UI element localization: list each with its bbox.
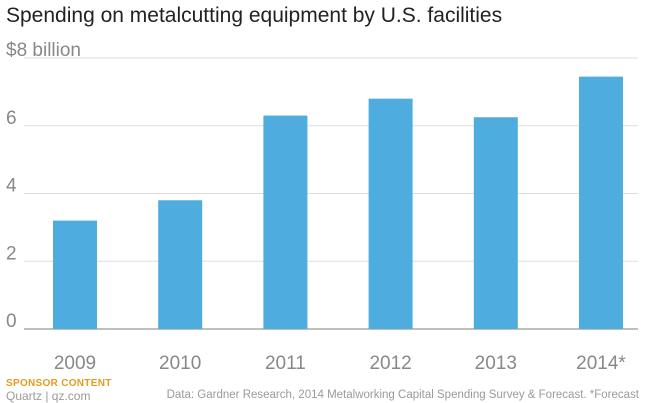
chart-title: Spending on metalcutting equipment by U.… xyxy=(6,4,503,27)
y-tick-label: 2 xyxy=(6,243,17,264)
source-note: Data: Gardner Research, 2014 Metalworkin… xyxy=(166,389,639,401)
sponsor-label: SPONSOR CONTENT xyxy=(6,378,112,389)
y-tick-label: 0 xyxy=(6,311,17,332)
x-tick-label: 2013 xyxy=(475,353,517,374)
bar-2010 xyxy=(158,200,203,329)
y-tick-label-top: $8 billion xyxy=(6,40,81,61)
x-tick-label: 2014* xyxy=(576,353,626,374)
bar-2011 xyxy=(263,115,308,330)
x-tick-label: 2011 xyxy=(265,353,306,374)
bar-2012 xyxy=(368,98,413,330)
y-tick-label: 6 xyxy=(6,108,17,129)
y-tick-label: 4 xyxy=(6,176,17,197)
bar-2013 xyxy=(473,117,518,329)
brand-label: Quartz | qz.com xyxy=(6,389,91,403)
x-tick-label: 2009 xyxy=(54,353,96,374)
bar-2014 xyxy=(579,76,623,329)
y-tick-labels: 0 2 4 6 $8 billion xyxy=(6,40,81,332)
x-tick-labels: 2009 2010 2011 2012 2013 2014* xyxy=(54,353,627,374)
bar-2009 xyxy=(53,220,97,329)
grid-lines xyxy=(24,57,638,330)
x-tick-label: 2010 xyxy=(159,353,201,374)
bars xyxy=(53,76,623,330)
x-tick-label: 2012 xyxy=(369,353,411,374)
